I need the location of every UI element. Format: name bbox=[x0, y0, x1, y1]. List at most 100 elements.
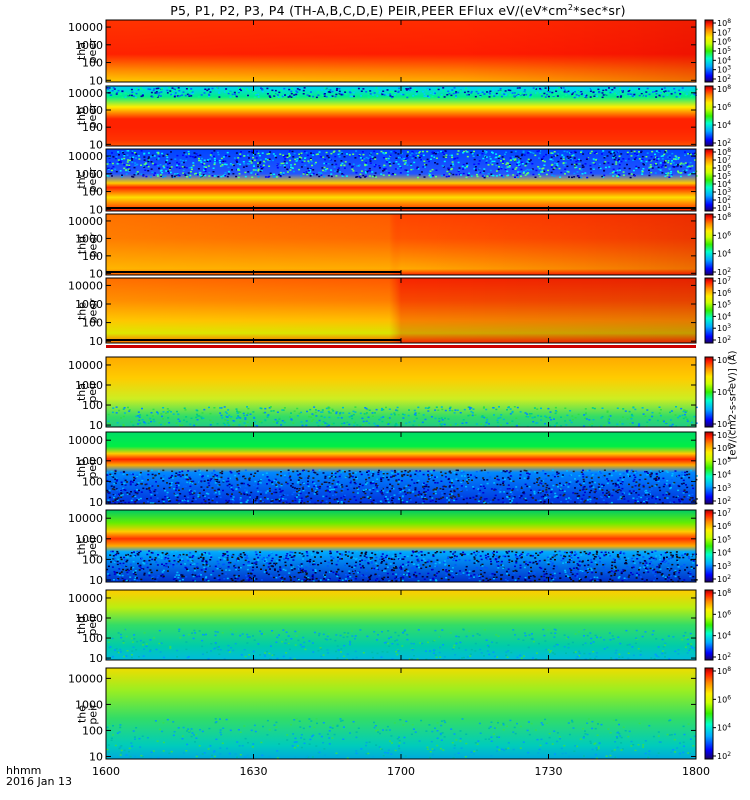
panel-label-thd-peer: thd peer bbox=[75, 214, 100, 275]
panel-label-species: peer bbox=[86, 231, 99, 258]
panel-gap-flag-1 bbox=[106, 345, 696, 348]
y-tick-label: 1000 bbox=[75, 698, 103, 711]
panel-label-thc-peer: thc peer bbox=[75, 149, 100, 211]
colorbar-thb-peir bbox=[704, 431, 714, 505]
colorbar-tick-label: 104 bbox=[717, 387, 731, 397]
panel-label-the-peir: the peir bbox=[75, 668, 100, 759]
colorbar-thb-peer bbox=[704, 85, 714, 147]
y-tick-label: 10000 bbox=[68, 434, 103, 447]
colorbar-tick-label: 102 bbox=[717, 195, 731, 205]
y-tick-label: 100 bbox=[82, 317, 103, 330]
panel-label-probe: thd bbox=[75, 235, 88, 254]
y-tick-label: 1000 bbox=[75, 39, 103, 52]
colorbar-tick-label: 108 bbox=[717, 212, 731, 222]
y-tick-label: 10000 bbox=[68, 512, 103, 525]
panel-thd-peer: 10 100 1000 10000 102 104 106 108 bbox=[68, 212, 731, 280]
colorbar-tick-label: 108 bbox=[717, 147, 731, 157]
colorbar-tick-label: 102 bbox=[717, 751, 731, 761]
y-tick-label: 10 bbox=[89, 574, 103, 587]
y-tick-label: 100 bbox=[82, 724, 103, 737]
y-tick-label: 10000 bbox=[68, 215, 103, 228]
y-tick-label: 1000 bbox=[75, 104, 103, 117]
y-tick-label: 10000 bbox=[68, 592, 103, 605]
date-label: 2016 Jan 13 bbox=[6, 775, 72, 788]
colorbar-tick-label: 104 bbox=[717, 723, 731, 733]
time-format-label: hhmm bbox=[6, 764, 42, 777]
panel-label-species: peer bbox=[86, 103, 99, 129]
panel-label-species: peir bbox=[86, 535, 99, 557]
colorbar-tick-label: 104 bbox=[717, 548, 731, 558]
panel-label-thc-peir: thc peir bbox=[75, 510, 100, 582]
colorbar-tick-label: 105 bbox=[717, 456, 731, 466]
colorbar-tick-label: 102 bbox=[717, 138, 731, 148]
colorbar-tick-label: 105 bbox=[717, 46, 731, 56]
y-tick-label: 1000 bbox=[75, 232, 103, 245]
y-tick-label: 100 bbox=[82, 121, 103, 134]
panel-label-thb-peir: thb peir bbox=[75, 432, 100, 504]
colorbar-tha-peir bbox=[704, 356, 714, 428]
panel-tha-peir: 10 100 1000 10000 102 104 106 bbox=[68, 355, 731, 432]
colorbar-tick-label: 103 bbox=[717, 323, 731, 333]
y-tick-label: 100 bbox=[82, 399, 103, 412]
colorbar-thd-peir bbox=[704, 589, 714, 661]
colorbar-tick-label: 102 bbox=[717, 74, 731, 84]
colorbar-tick-label: 104 bbox=[717, 311, 731, 321]
y-tick-label: 10 bbox=[89, 74, 103, 87]
panel-label-species: peer bbox=[86, 297, 99, 324]
colorbar-tick-label: 106 bbox=[717, 694, 731, 704]
colorbar-tick-label: 103 bbox=[717, 187, 731, 197]
panel-label-probe: the bbox=[75, 301, 88, 320]
colorbar-units-label: [eV/(cm2-s-sr-eV)] (A) bbox=[727, 350, 739, 460]
colorbar-tick-label: 103 bbox=[717, 483, 731, 493]
y-tick-label: 10 bbox=[89, 203, 103, 216]
y-tick-label: 10000 bbox=[68, 359, 103, 372]
y-tick-label: 10 bbox=[89, 750, 103, 763]
colorbar-tick-label: 106 bbox=[717, 355, 731, 365]
colorbar-tick-label: 102 bbox=[717, 419, 731, 429]
colorbar-thc-peir bbox=[704, 509, 714, 583]
colorbar-tick-label: 108 bbox=[717, 84, 731, 94]
y-tick-label: 1000 bbox=[75, 533, 103, 546]
y-tick-label: 100 bbox=[82, 553, 103, 566]
colorbar-tick-label: 103 bbox=[717, 65, 731, 75]
y-tick-label: 1000 bbox=[75, 379, 103, 392]
y-tick-label: 1000 bbox=[75, 168, 103, 181]
y-tick-label: 10 bbox=[89, 652, 103, 665]
panel-label-species: peir bbox=[86, 702, 99, 725]
colorbar-the-peir bbox=[704, 667, 714, 760]
colorbar-tick-label: 105 bbox=[717, 534, 731, 544]
y-tick-label: 10 bbox=[89, 496, 103, 509]
colorbar-tick-label: 102 bbox=[717, 335, 731, 345]
colorbar-tick-label: 101 bbox=[717, 203, 731, 213]
panel-thb-peer: 10 100 1000 10000 102 104 106 108 bbox=[68, 84, 731, 151]
spectrogram-thc-peer bbox=[106, 149, 696, 211]
panel-label-species: peir bbox=[86, 614, 99, 636]
colorbar-tick-label: 106 bbox=[717, 609, 731, 619]
panel-label-species: peir bbox=[86, 381, 99, 403]
y-tick-label: 100 bbox=[82, 632, 103, 645]
panel-label-thd-peir: thd peir bbox=[75, 590, 100, 660]
colorbar-thc-peer bbox=[704, 148, 714, 212]
y-tick-label: 10000 bbox=[68, 87, 103, 100]
panel-the-peir: 10 100 1000 10000 102 104 106 108 bbox=[68, 666, 731, 763]
colorbar-tick-label: 107 bbox=[717, 155, 731, 165]
y-tick-label: 1000 bbox=[75, 612, 103, 625]
panel-label-species: peir bbox=[86, 457, 99, 479]
panel-thd-peir: 10 100 1000 10000 102 104 106 108 bbox=[68, 588, 731, 665]
colorbar-tha-peer bbox=[704, 19, 714, 83]
panel-label-species: peer bbox=[86, 38, 99, 64]
y-tick-label: 100 bbox=[82, 57, 103, 70]
colorbar-tick-label: 106 bbox=[717, 443, 731, 453]
y-tick-label: 10000 bbox=[68, 21, 103, 34]
panel-label-tha-peer: tha peer bbox=[75, 20, 100, 82]
colorbar-tick-label: 105 bbox=[717, 171, 731, 181]
colorbar-tick-label: 106 bbox=[717, 163, 731, 173]
colorbar-tick-label: 104 bbox=[717, 470, 731, 480]
colorbar-tick-label: 107 bbox=[717, 276, 731, 286]
panel-label-tha-peir: tha peir bbox=[75, 357, 100, 427]
colorbar-tick-label: 108 bbox=[717, 18, 731, 28]
